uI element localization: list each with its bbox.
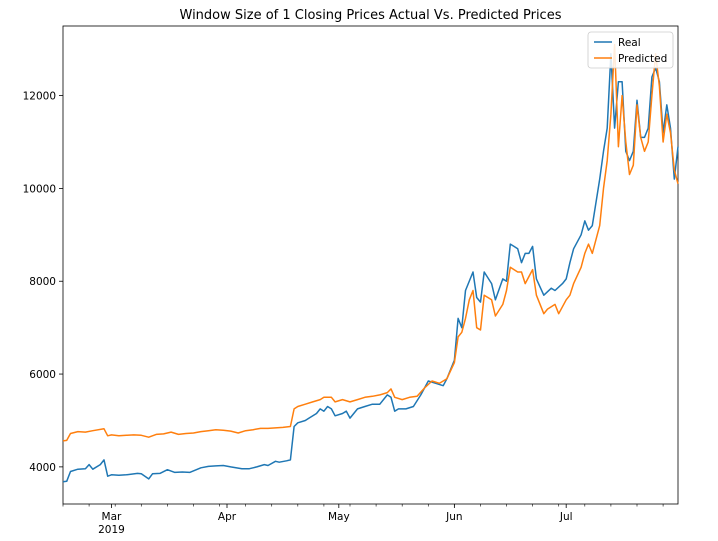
series-line-real [62,53,679,483]
series-line-predicted [62,43,679,442]
legend-label: Predicted [618,53,667,65]
x-axis: Mar Apr May Jun Jul 2019 [62,504,664,536]
legend-label: Real [618,37,641,49]
y-tick-label: 4000 [29,462,56,474]
chart-title: Window Size of 1 Closing Prices Actual V… [180,8,562,23]
x-tick-label: Mar [102,511,122,523]
y-tick-label: 6000 [29,369,56,381]
x-tick-label: Jul [559,511,573,523]
y-tick-label: 12000 [23,91,56,103]
y-tick-label: 8000 [29,276,56,288]
y-axis: 4000 6000 8000 10000 12000 [23,91,63,474]
legend-box [587,31,674,69]
series-layer [62,43,679,483]
plot-frame [62,25,679,505]
legend: Real Predicted [587,31,674,69]
x-year-label: 2019 [98,524,125,536]
y-tick-label: 10000 [23,183,56,195]
x-tick-label: Jun [445,511,462,523]
x-tick-label: Apr [218,511,237,523]
x-tick-label: May [328,511,350,523]
